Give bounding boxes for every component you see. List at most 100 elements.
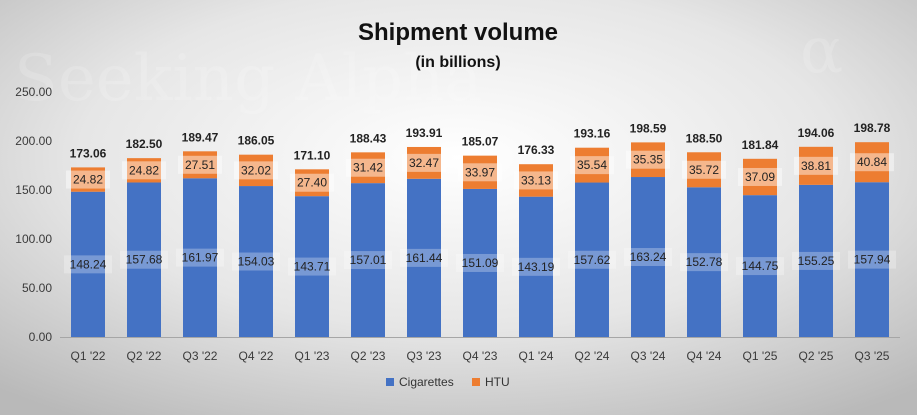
total-label: 189.47 (182, 130, 219, 144)
bar-htu (407, 146, 441, 179)
y-tick-label: 50.00 (22, 281, 52, 295)
bar-htu (799, 146, 833, 185)
data-label-box (512, 257, 560, 276)
data-label-box (66, 170, 110, 189)
data-label-box (626, 150, 670, 169)
data-label-box (736, 257, 784, 276)
x-tick-label: Q1 '24 (519, 349, 554, 363)
data-label-htu: 32.02 (241, 163, 271, 177)
total-label: 186.05 (238, 134, 275, 148)
total-label: 198.59 (630, 121, 667, 135)
bar-cigarettes (463, 188, 497, 337)
data-label-box (176, 248, 224, 267)
chart-title: Shipment volume (358, 19, 558, 46)
x-tick-label: Q1 '23 (295, 349, 330, 363)
data-label-box (624, 248, 672, 267)
data-label-box (682, 160, 726, 179)
data-label-box (848, 250, 896, 269)
data-label-box (794, 156, 838, 175)
data-label-htu: 40.84 (857, 155, 887, 169)
data-label-htu: 27.51 (185, 158, 215, 172)
data-label-cigarettes: 143.19 (518, 260, 555, 274)
bar-htu (855, 142, 889, 183)
total-label: 176.33 (518, 143, 555, 157)
data-label-box (792, 251, 840, 270)
bars: 148.24 24.82 173.06 157.68 24.82 182.50 161.97… (60, 121, 900, 338)
data-label-htu: 35.54 (577, 158, 607, 172)
data-label-cigarettes: 157.94 (854, 253, 891, 267)
data-label-cigarettes: 144.75 (742, 259, 779, 273)
x-tick-label: Q3 '25 (855, 349, 890, 363)
data-label-cigarettes: 163.24 (630, 250, 667, 264)
bar-htu (183, 151, 217, 179)
data-label-htu: 27.40 (297, 176, 327, 190)
data-label-cigarettes: 157.62 (574, 253, 611, 267)
data-label-box (120, 250, 168, 269)
bar-cigarettes (687, 187, 721, 337)
x-tick-label: Q4 '24 (687, 349, 722, 363)
y-tick-label: 250.00 (15, 85, 52, 99)
bar-htu (71, 167, 105, 192)
bar-htu (575, 147, 609, 183)
data-label-htu: 24.82 (73, 173, 103, 187)
data-label-cigarettes: 157.01 (350, 253, 387, 267)
x-tick-label: Q3 '22 (183, 349, 218, 363)
data-label-box (568, 250, 616, 269)
total-label: 188.50 (686, 131, 723, 145)
data-label-box (346, 158, 390, 177)
bar-cigarettes (575, 182, 609, 337)
data-label-cigarettes: 148.24 (70, 257, 107, 271)
data-label-htu: 38.81 (801, 159, 831, 173)
data-label-htu: 31.42 (353, 161, 383, 175)
data-label-cigarettes: 157.68 (126, 253, 163, 267)
x-tick-label: Q2 '24 (575, 349, 610, 363)
bar-htu (463, 155, 497, 189)
data-label-box (122, 161, 166, 180)
x-tick-label: Q2 '22 (127, 349, 162, 363)
total-label: 181.84 (742, 138, 779, 152)
data-label-box (232, 252, 280, 271)
bar-htu (351, 152, 385, 184)
data-label-cigarettes: 152.78 (686, 255, 723, 269)
data-label-cigarettes: 143.71 (294, 260, 331, 274)
bar-htu (743, 158, 777, 196)
bar-cigarettes (71, 191, 105, 337)
bar-cigarettes (351, 183, 385, 337)
y-axis: 0.00 50.00 100.00 150.00 200.00 250.00 (15, 85, 52, 344)
x-tick-label: Q2 '23 (351, 349, 386, 363)
x-tick-label: Q4 '23 (463, 349, 498, 363)
x-tick-label: Q3 '24 (631, 349, 666, 363)
total-label: 185.07 (462, 135, 499, 149)
total-label: 171.10 (294, 148, 331, 162)
legend-swatch-cigarettes (386, 378, 394, 386)
data-label-box (234, 161, 278, 180)
legend-label-htu: HTU (485, 375, 510, 389)
data-label-cigarettes: 154.03 (238, 255, 275, 269)
data-label-cigarettes: 161.97 (182, 251, 219, 265)
legend: Cigarettes HTU (386, 375, 510, 389)
total-label: 188.43 (350, 131, 387, 145)
bar-htu (127, 158, 161, 183)
data-label-box (570, 156, 614, 175)
bar-cigarettes (631, 177, 665, 337)
y-tick-label: 100.00 (15, 232, 52, 246)
total-label: 198.78 (854, 121, 891, 135)
data-label-htu: 32.47 (409, 156, 439, 170)
y-tick-label: 150.00 (15, 183, 52, 197)
data-label-htu: 33.13 (521, 173, 551, 187)
bar-cigarettes (295, 196, 329, 337)
y-tick-label: 200.00 (15, 134, 52, 148)
data-label-box (680, 253, 728, 272)
legend-swatch-htu (472, 378, 480, 386)
y-tick-label: 0.00 (29, 330, 53, 344)
bar-htu (631, 142, 665, 178)
data-label-box (738, 167, 782, 186)
x-tick-label: Q1 '25 (743, 349, 778, 363)
data-label-htu: 35.35 (633, 153, 663, 167)
x-tick-label: Q1 '22 (71, 349, 106, 363)
total-label: 194.06 (798, 126, 835, 140)
total-label: 193.91 (406, 126, 443, 140)
data-label-box (344, 251, 392, 270)
data-label-htu: 35.72 (689, 163, 719, 177)
